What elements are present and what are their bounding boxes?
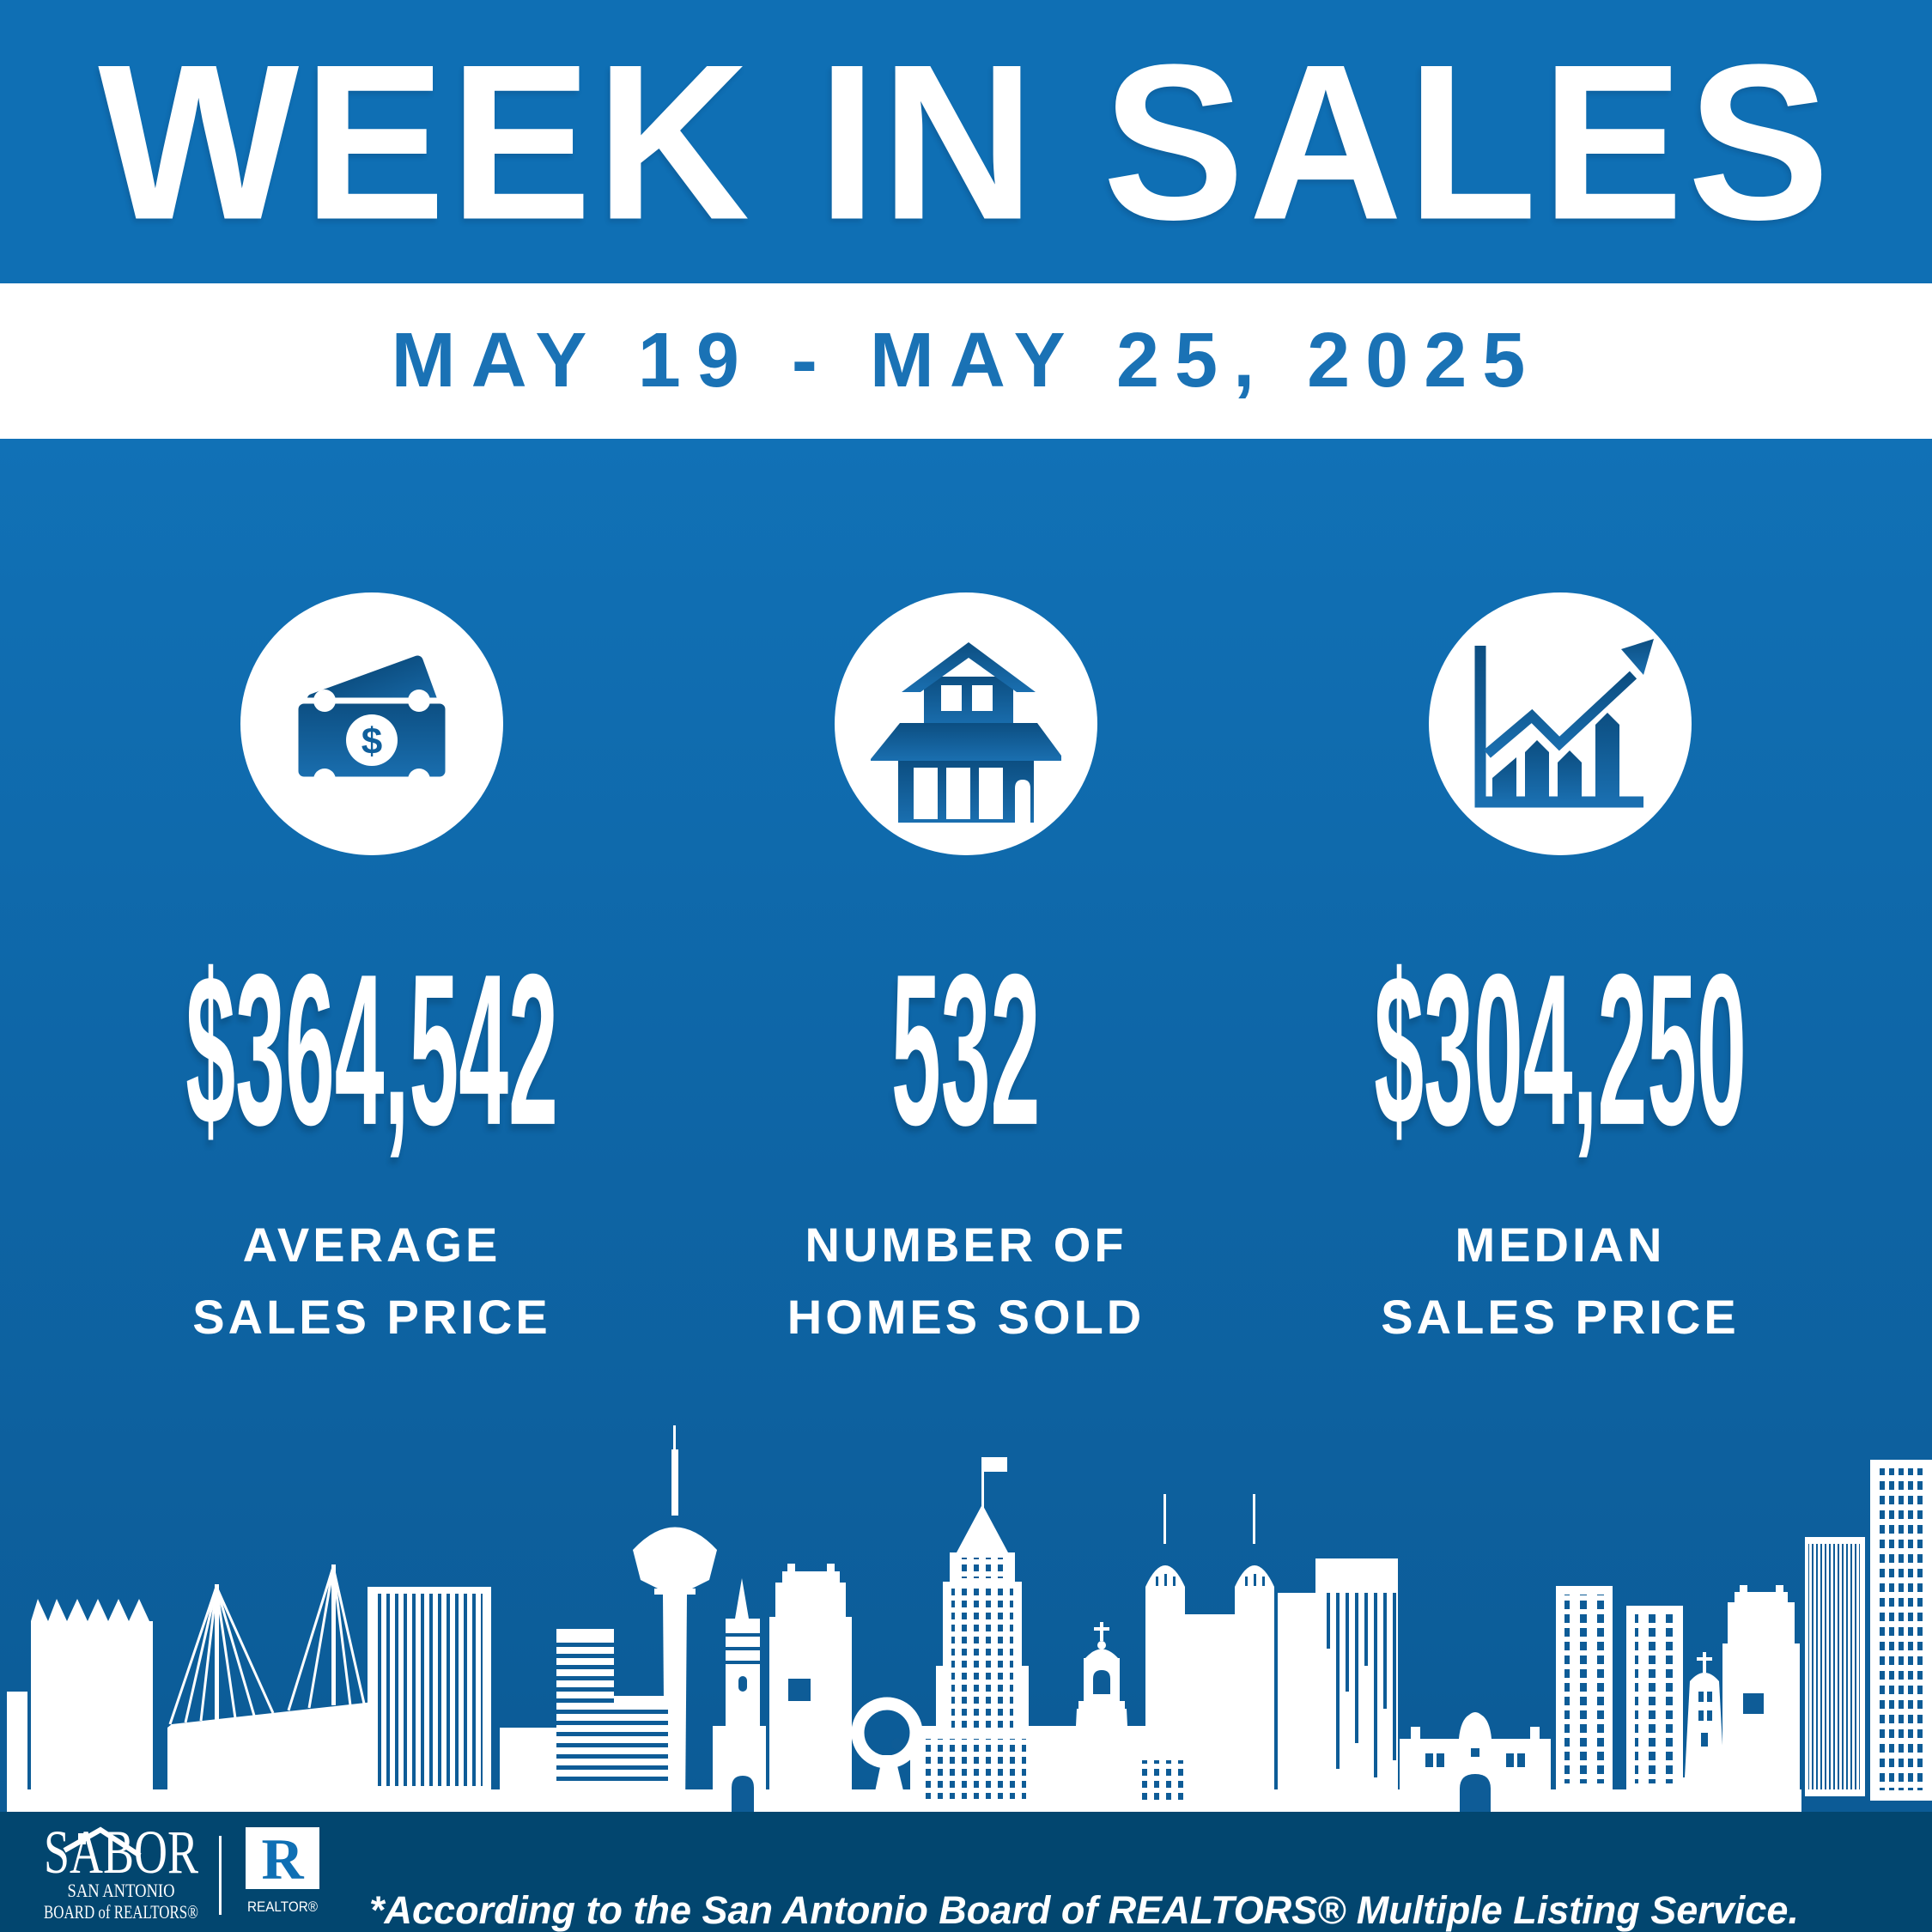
footer-band: SABOR SAN ANTONIO BOARD of REALTORS® R R…: [0, 1812, 1932, 1932]
footer-disclaimer: *According to the San Antonio Board of R…: [369, 1888, 1799, 1932]
sabor-wordmark: SABOR: [44, 1825, 198, 1886]
house-icon: [833, 591, 1099, 857]
stat-label-homes: NUMBER OF HOMES SOLD: [644, 1209, 1288, 1353]
stat-value-average: $364,542: [50, 929, 694, 1170]
stat-value-text: $364,542: [185, 929, 558, 1170]
stat-label-average: AVERAGE SALES PRICE: [50, 1209, 694, 1353]
realtor-r-letter: R: [261, 1827, 304, 1892]
chart-icon: [1427, 591, 1693, 857]
sabor-line2: BOARD of REALTORS®: [44, 1901, 198, 1923]
stat-label-line1: AVERAGE: [242, 1218, 501, 1272]
logo-divider: [219, 1836, 222, 1915]
stat-label-line2: HOMES SOLD: [787, 1290, 1145, 1344]
stat-label-line2: SALES PRICE: [192, 1290, 551, 1344]
stat-value-median: $304,250: [1238, 929, 1882, 1170]
stat-label-line2: SALES PRICE: [1381, 1290, 1740, 1344]
money-icon: $: [239, 591, 505, 857]
san-antonio-skyline: [7, 1425, 1932, 1812]
stat-label-median: MEDIAN SALES PRICE: [1238, 1209, 1882, 1353]
stat-value-text: $304,250: [1374, 929, 1747, 1170]
sabor-roof-icon: [63, 1826, 142, 1858]
realtor-logo: R REALTOR®: [246, 1827, 319, 1915]
stat-value-text: 532: [891, 929, 1041, 1170]
sabor-line1: SAN ANTONIO: [68, 1880, 175, 1901]
realtor-label: REALTOR®: [247, 1899, 318, 1915]
stat-value-homes: 532: [644, 929, 1288, 1170]
page-title: WEEK IN SALES: [98, 17, 1834, 266]
stat-label-line1: NUMBER OF: [805, 1218, 1127, 1272]
header-band: WEEK IN SALES: [0, 0, 1932, 283]
dollar-glyph: $: [361, 720, 382, 762]
stats-body: $: [0, 439, 1932, 1812]
stat-label-line1: MEDIAN: [1455, 1218, 1666, 1272]
date-band: MAY 19 - MAY 25, 2025: [0, 283, 1932, 439]
sabor-logo: SABOR SAN ANTONIO BOARD of REALTORS®: [44, 1825, 198, 1923]
date-range: MAY 19 - MAY 25, 2025: [391, 318, 1541, 404]
